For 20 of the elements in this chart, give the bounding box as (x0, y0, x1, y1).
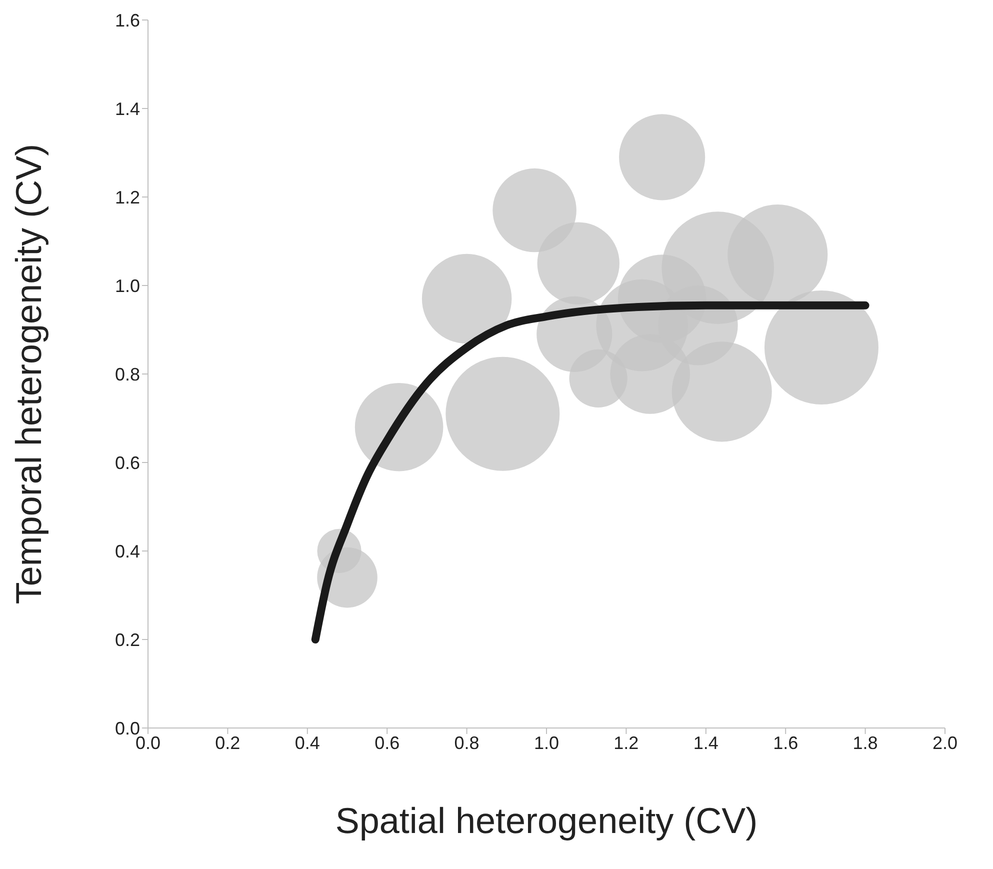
x-tick-label: 0.6 (374, 732, 400, 753)
x-tick-label: 2.0 (932, 732, 958, 753)
y-tick-label: 0.6 (114, 452, 140, 473)
x-tick-label: 1.0 (534, 732, 560, 753)
x-tick-label: 1.2 (614, 732, 639, 753)
y-tick-label: 1.6 (114, 10, 140, 30)
y-tick-label: 0.4 (114, 541, 140, 562)
y-tick-label: 1.2 (114, 187, 140, 208)
x-tick-label: 1.6 (773, 732, 798, 753)
y-tick-label: 0.2 (114, 630, 140, 650)
y-tick-label: 1.4 (114, 98, 140, 119)
x-tick-label: 0.2 (215, 732, 240, 753)
x-tick-label: 1.4 (693, 732, 718, 753)
x-tick-label: 0.4 (294, 732, 320, 753)
x-tick-label: 1.8 (852, 732, 878, 753)
y-tick-label: 1.0 (114, 276, 140, 296)
x-tick-label: 0.8 (454, 732, 480, 753)
y-tick-label: 0.8 (114, 364, 140, 384)
x-axis-title: Spatial heterogeneity (CV) (335, 800, 758, 841)
y-axis-title: Temporal heterogeneity (CV) (8, 144, 49, 604)
